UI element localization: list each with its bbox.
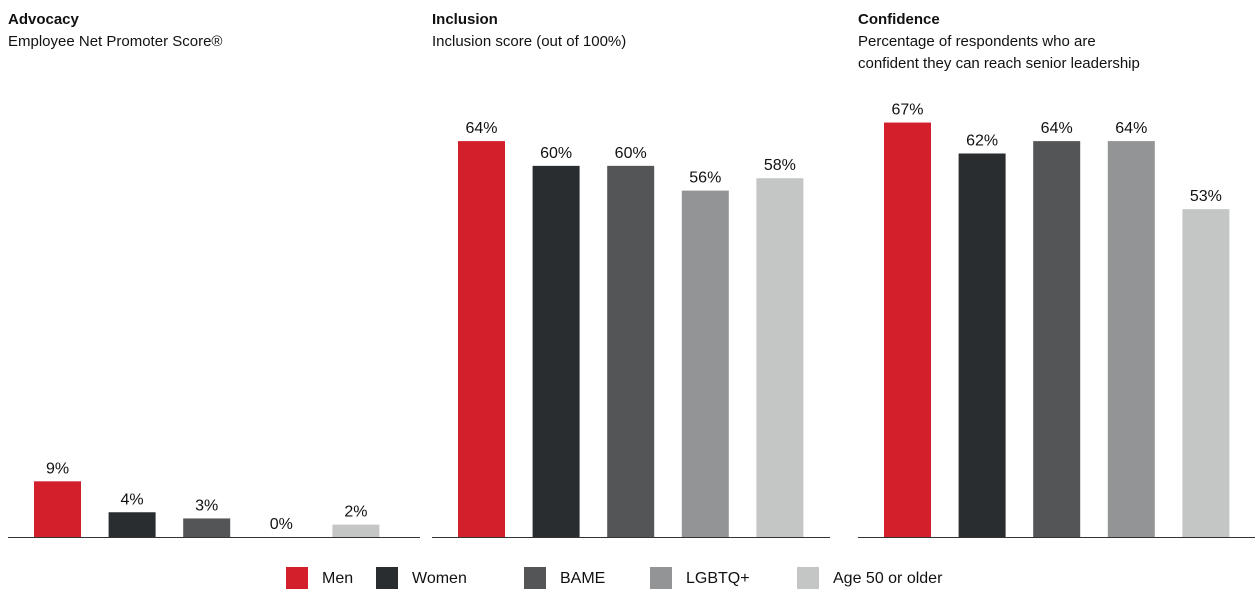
bar <box>756 178 804 537</box>
value-label: 2% <box>344 504 367 521</box>
value-label: 64% <box>1041 120 1073 137</box>
chart-title: Inclusion <box>432 11 498 28</box>
value-label: 64% <box>1115 120 1147 137</box>
bar <box>681 190 729 537</box>
chart-subtitle: Percentage of respondents who are <box>858 33 1096 50</box>
bar <box>532 165 580 537</box>
bar <box>1033 141 1081 537</box>
value-label: 4% <box>121 491 144 508</box>
legend-swatch <box>797 567 819 589</box>
value-label: 53% <box>1190 188 1222 205</box>
bar <box>958 153 1006 537</box>
legend-swatch <box>650 567 672 589</box>
chart-subtitle: Inclusion score (out of 100%) <box>432 33 626 50</box>
bar <box>1182 209 1230 537</box>
bar <box>884 122 931 538</box>
value-label: 64% <box>465 120 497 137</box>
value-label: 67% <box>891 102 923 119</box>
value-label: 62% <box>966 132 998 149</box>
bar <box>458 141 505 537</box>
bar <box>607 165 655 537</box>
value-label: 58% <box>764 157 796 174</box>
value-label: 60% <box>540 145 572 162</box>
legend-label: Women <box>412 570 467 587</box>
legend-label: Age 50 or older <box>833 570 943 587</box>
legend-swatch <box>524 567 546 589</box>
bar <box>1107 141 1155 537</box>
legend-label: BAME <box>560 570 605 587</box>
value-label: 0% <box>270 516 293 533</box>
value-label: 3% <box>195 497 218 514</box>
chart-subtitle: Employee Net Promoter Score® <box>8 33 222 50</box>
chart-title: Confidence <box>858 11 940 28</box>
value-label: 56% <box>689 170 721 187</box>
value-label: 9% <box>46 460 69 477</box>
bar <box>332 524 380 537</box>
chart-subtitle: confident they can reach senior leadersh… <box>858 55 1140 72</box>
bar <box>34 481 81 537</box>
legend-swatch <box>376 567 398 589</box>
chart-title: Advocacy <box>8 11 80 28</box>
legend-swatch <box>286 567 308 589</box>
value-label: 60% <box>615 145 647 162</box>
legend-label: LGBTQ+ <box>686 570 750 587</box>
legend-label: Men <box>322 570 353 587</box>
bar <box>108 512 156 537</box>
bar <box>183 518 231 537</box>
